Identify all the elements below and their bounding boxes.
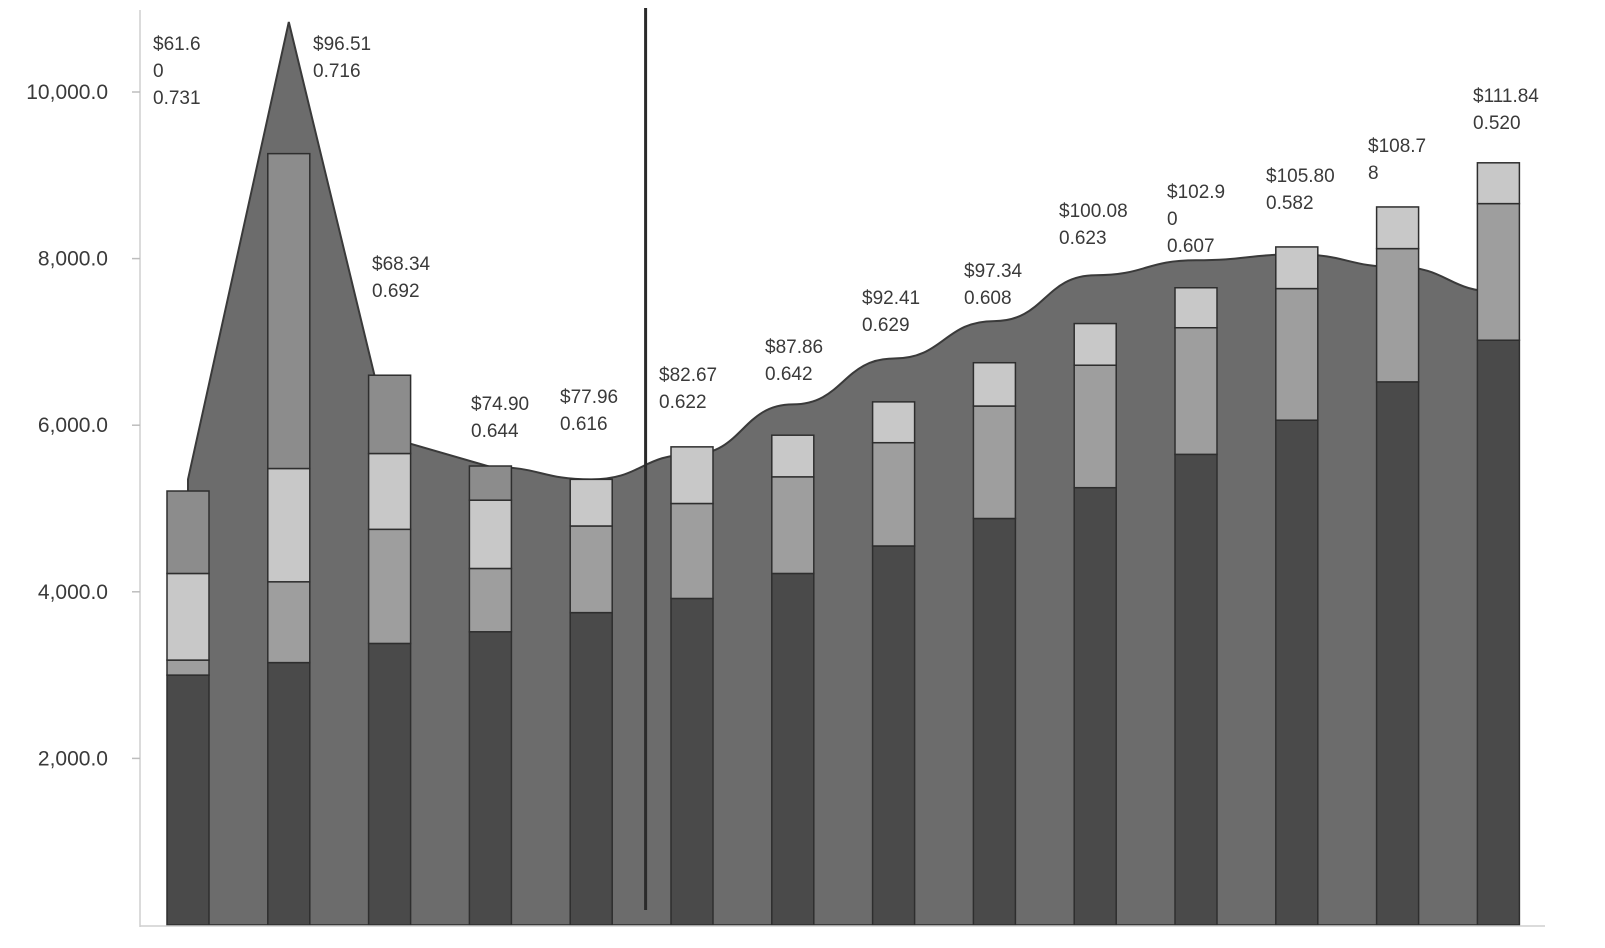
bar-segment-3-1 — [367, 642, 412, 926]
bar-segment-2-1 — [267, 661, 311, 926]
data-label-price: $108.7 — [1368, 136, 1426, 157]
bar-segment-1-3 — [166, 572, 210, 661]
bar-segment-9-1 — [972, 517, 1017, 926]
bar-stack-11 — [1174, 287, 1218, 926]
bar-segment-2-3 — [267, 467, 311, 583]
bar-segment-2-2 — [267, 581, 311, 664]
data-label-value: 0.608 — [964, 288, 1012, 309]
bar-segment-3-4 — [367, 374, 412, 455]
data-label-value: 0.731 — [153, 88, 201, 109]
bar-segment-10-1 — [1073, 486, 1117, 926]
data-label-price: $92.41 — [862, 288, 920, 309]
area-series — [187, 21, 1500, 926]
y-tick-label: 4,000.0 — [38, 581, 108, 604]
bar-segment-1-2 — [166, 659, 210, 676]
bar-segment-4-2 — [468, 567, 513, 633]
bar-segment-8-2 — [871, 441, 916, 547]
bar-segment-14-5 — [1476, 162, 1521, 205]
bar-stack-12 — [1275, 246, 1319, 926]
data-label-value: 0.622 — [659, 392, 707, 413]
bar-segment-9-2 — [972, 405, 1017, 520]
bar-segment-13-2 — [1375, 247, 1420, 383]
bar-segment-6-2 — [670, 502, 714, 600]
bar-segment-7-5 — [771, 434, 815, 478]
data-label-price: $105.80 — [1266, 166, 1335, 187]
data-label-price: $102.9 — [1167, 182, 1225, 203]
bar-segment-6-5 — [670, 446, 714, 505]
data-label-price: $82.67 — [659, 365, 717, 386]
data-label-value: 0 — [153, 61, 164, 82]
bar-stack-14 — [1476, 162, 1521, 926]
y-tick-label: 10,000.0 — [26, 81, 108, 104]
bar-stack-9 — [972, 361, 1017, 926]
bar-segment-10-2 — [1073, 364, 1117, 489]
data-label-value: 8 — [1368, 163, 1379, 184]
bar-segment-5-3 — [569, 478, 613, 527]
bar-segment-12-2 — [1275, 287, 1319, 421]
bar-segment-8-5 — [871, 401, 916, 444]
bar-stack-1 — [166, 490, 210, 926]
bar-stack-7 — [771, 434, 815, 926]
bar-stack-13 — [1375, 206, 1420, 926]
y-tick-label: 6,000.0 — [38, 414, 108, 437]
data-label-value: 0.629 — [862, 315, 910, 336]
data-label-value: 0.623 — [1059, 228, 1107, 249]
data-label-price: $77.96 — [560, 387, 618, 408]
data-label-value: 0.582 — [1266, 193, 1314, 214]
bar-segment-9-5 — [972, 361, 1017, 407]
data-label-price: $100.08 — [1059, 201, 1128, 222]
data-label-value: 0.607 — [1167, 236, 1215, 257]
data-label-value: 0.692 — [372, 281, 420, 302]
bar-segment-11-2 — [1174, 326, 1218, 456]
y-tick-label: 8,000.0 — [38, 248, 108, 271]
bar-segment-14-1 — [1476, 339, 1521, 926]
bar-segment-4-4 — [468, 465, 513, 501]
data-label-price: $111.84 — [1473, 86, 1539, 107]
bar-segment-1-1 — [166, 674, 210, 926]
data-label-value: 0.642 — [765, 364, 813, 385]
data-label-price: $74.90 — [471, 394, 529, 415]
bar-segment-13-5 — [1375, 206, 1420, 250]
data-label-price: $97.34 — [964, 261, 1023, 282]
bar-stack-6 — [670, 446, 714, 926]
data-label-value: 0 — [1167, 209, 1178, 230]
bar-segment-11-1 — [1174, 453, 1218, 926]
bar-stack-5 — [569, 478, 613, 926]
bar-segment-3-2 — [367, 528, 412, 645]
data-label-price: $87.86 — [765, 337, 823, 358]
bar-segment-11-5 — [1174, 287, 1218, 329]
bar-segment-4-1 — [468, 631, 513, 926]
bar-segment-14-2 — [1476, 202, 1521, 341]
bar-segment-3-3 — [367, 452, 412, 531]
bar-segment-7-1 — [771, 572, 815, 926]
data-label-value: 0.644 — [471, 421, 519, 442]
data-label-price: $68.34 — [372, 254, 431, 275]
bar-segment-8-1 — [871, 545, 916, 926]
bar-segment-7-2 — [771, 476, 815, 575]
bar-stack-2 — [267, 152, 311, 926]
bar-segment-12-5 — [1275, 246, 1319, 290]
y-tick-label: 2,000.0 — [38, 747, 108, 770]
bar-segment-4-3 — [468, 499, 513, 570]
bar-segment-10-5 — [1073, 322, 1117, 366]
bar-segment-1-4 — [166, 490, 210, 575]
bar-segment-13-1 — [1375, 381, 1420, 926]
data-label-price: $96.51 — [313, 34, 371, 55]
bar-segment-6-1 — [670, 597, 714, 926]
data-label-value: 0.520 — [1473, 113, 1521, 134]
bar-segment-5-1 — [569, 611, 613, 926]
bar-stack-8 — [871, 401, 916, 926]
bar-segment-5-2 — [569, 525, 613, 614]
data-label-price: $61.6 — [153, 34, 201, 55]
data-label-value: 0.616 — [560, 414, 608, 435]
bar-stack-10 — [1073, 322, 1117, 926]
data-label-value: 0.716 — [313, 61, 361, 82]
bar-segment-12-1 — [1275, 419, 1319, 926]
bar-stack-3 — [367, 374, 412, 926]
bar-segment-2-4 — [267, 152, 311, 470]
bar-stack-4 — [468, 465, 513, 926]
